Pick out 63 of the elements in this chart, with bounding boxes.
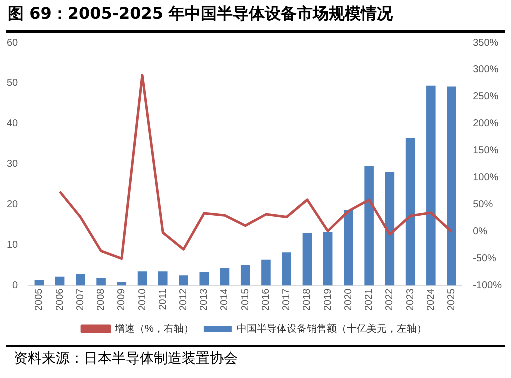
bar <box>282 252 292 286</box>
x-tick-label: 2011 <box>158 288 169 310</box>
x-tick-label: 2013 <box>199 288 210 312</box>
y2-tick-label: 0% <box>473 226 488 238</box>
chart-title: 图 69：2005-2025 年中国半导体设备市场规模情况 <box>8 4 394 25</box>
bar <box>158 272 168 286</box>
y-tick-label: 10 <box>7 240 19 252</box>
x-tick-label: 2008 <box>96 288 108 312</box>
x-tick-label: 2024 <box>426 288 437 312</box>
bar <box>447 86 456 286</box>
x-tick-label: 2017 <box>282 288 293 312</box>
x-tick-label: 2022 <box>384 288 396 312</box>
bar <box>323 232 333 286</box>
y2-tick-label: 100% <box>473 172 499 184</box>
y-tick-label: 40 <box>7 118 19 130</box>
text: 资料来源：日本半导体制造装置协会 <box>14 350 238 368</box>
y2-tick-label: 150% <box>473 146 499 157</box>
y2-tick-label: -100% <box>473 280 502 292</box>
x-tick-label: 2012 <box>178 288 190 312</box>
x-tick-label: 2005 <box>34 288 46 312</box>
y-tick-label: 0 <box>12 280 19 292</box>
bar <box>138 272 148 286</box>
bar <box>302 234 312 286</box>
bar <box>364 166 374 286</box>
bar <box>76 274 86 286</box>
x-tick-label: 2023 <box>405 288 416 312</box>
x-tick-label: 2009 <box>116 288 128 312</box>
bar <box>426 86 436 286</box>
y2-tick-label: 250% <box>473 92 499 103</box>
x-tick-label: 2018 <box>302 288 314 312</box>
y2-tick-label: 300% <box>473 64 499 76</box>
x-tick-label: 2007 <box>75 288 86 312</box>
x-tick-label: 2020 <box>343 288 354 312</box>
y-tick-label: 20 <box>7 200 19 211</box>
y2-tick-label: -50% <box>473 254 497 265</box>
x-tick-label: 2025 <box>446 288 458 312</box>
y-tick-label: 50 <box>7 78 19 90</box>
y2-tick-label: 350% <box>473 38 499 49</box>
bar <box>406 138 416 286</box>
bar <box>55 276 65 286</box>
y-tick-label: 30 <box>7 159 19 170</box>
bar <box>262 260 271 286</box>
bar <box>344 210 354 286</box>
y-tick-label: 60 <box>7 38 19 49</box>
x-tick-label: 2019 <box>322 288 334 312</box>
bar <box>96 278 106 286</box>
bar <box>179 276 188 286</box>
legend-label: 增速（%，右轴） <box>114 322 194 335</box>
bar <box>117 282 127 286</box>
bar <box>200 272 210 286</box>
bar <box>220 268 230 286</box>
y2-tick-label: 50% <box>473 200 494 211</box>
bar <box>385 172 395 286</box>
y2-tick-label: 200% <box>473 118 499 130</box>
bar <box>34 280 44 286</box>
x-tick-label: 2015 <box>240 288 252 312</box>
bar <box>240 266 250 286</box>
legend-label: 中国半导体设备销售额（十亿美元，左轴） <box>236 322 427 335</box>
x-tick-label: 2021 <box>364 288 376 312</box>
x-tick-label: 2006 <box>54 288 66 312</box>
x-tick-label: 2016 <box>260 288 272 312</box>
x-tick-label: 2010 <box>137 288 148 312</box>
x-tick-label: 2014 <box>220 288 231 312</box>
